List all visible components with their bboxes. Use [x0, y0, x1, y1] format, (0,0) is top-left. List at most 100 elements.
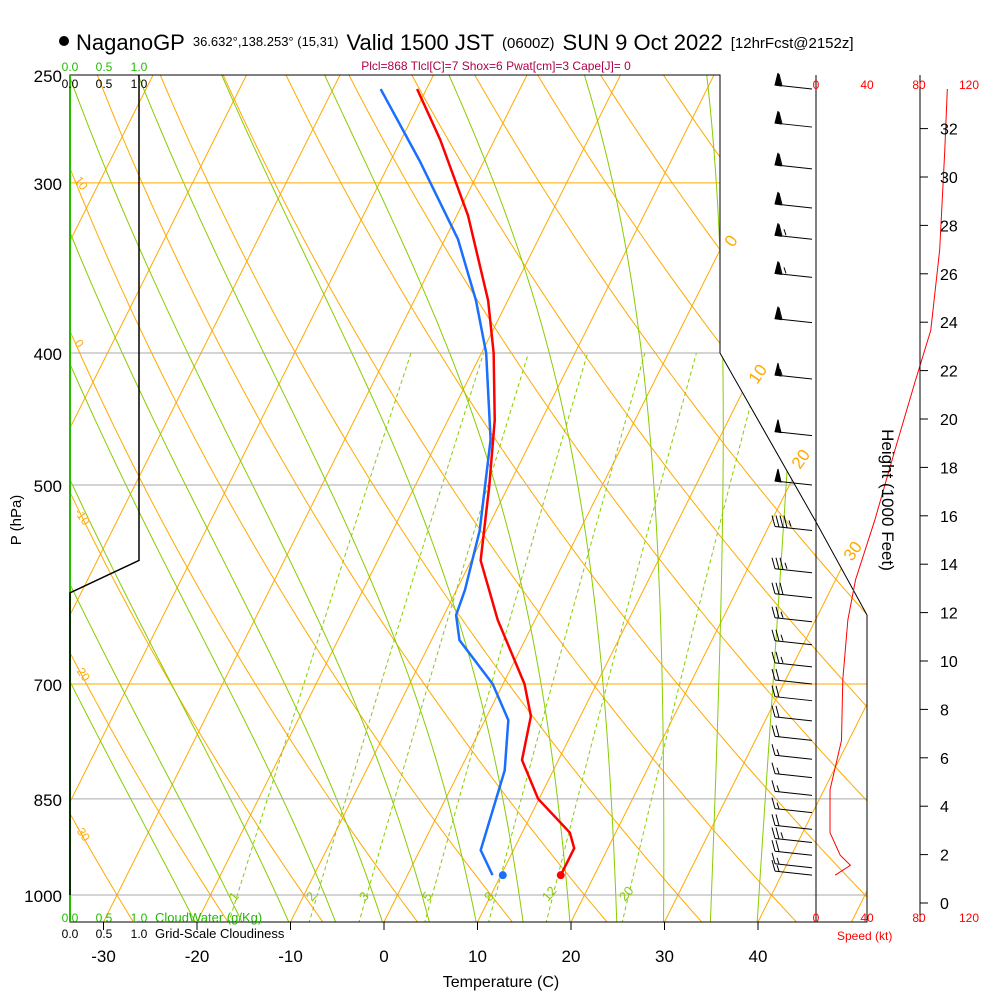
barb-feather [771, 797, 776, 809]
mixing-ratio-label: 3 [356, 889, 372, 904]
wind-barb [771, 606, 813, 623]
dry-adiabat [70, 75, 420, 922]
mixing-ratio-line [358, 352, 529, 922]
barb-half [788, 520, 792, 527]
cloudiness-tick-bottom: 0.0 [62, 927, 79, 941]
background-grid [70, 75, 867, 922]
height-tick-label: 20 [940, 412, 958, 429]
wind-barb [771, 762, 813, 779]
dry-adiabat [70, 75, 230, 922]
dry-adiabat [460, 75, 867, 922]
height-tick-label: 22 [940, 364, 958, 381]
wind-barb [771, 860, 813, 876]
wind-barb [774, 191, 813, 209]
mixing-ratio-line [423, 352, 589, 922]
barb-feather [771, 705, 776, 718]
barb-feather [771, 780, 776, 792]
isotherm [70, 75, 353, 922]
height-tick-label: 10 [940, 654, 958, 671]
x-tick-label: -20 [185, 947, 210, 966]
wind-barb [771, 827, 813, 843]
cloudiness-line [69, 75, 140, 895]
height-tick-label: 0 [940, 896, 949, 913]
height-tick-label: 8 [940, 702, 949, 719]
x-tick-label: -10 [278, 947, 303, 966]
x-tick-label: 30 [655, 947, 674, 966]
wind-barb [771, 744, 813, 760]
wind-barb [771, 629, 813, 646]
dry-adiabat [70, 75, 515, 922]
barb-feather [779, 515, 784, 528]
moist-adiabat [576, 75, 665, 922]
cloudiness-tick-bottom: 0.5 [96, 927, 113, 941]
speed-tick-label-bottom: 80 [912, 911, 926, 925]
barb-half [776, 785, 780, 792]
barb-feather [778, 307, 783, 320]
height-tick-label: 12 [940, 606, 958, 623]
barb-half [780, 832, 784, 839]
isotherm-label: 10 [745, 361, 771, 387]
barb-feather [775, 606, 780, 619]
barb-feather [771, 827, 776, 839]
adiabat-label: 10 [72, 174, 91, 193]
barb-feather [775, 557, 780, 570]
mixing-ratio-label: 12 [539, 883, 560, 904]
barb-staff [774, 568, 813, 574]
wind-barb [771, 852, 813, 869]
dry-adiabat [149, 75, 704, 922]
barb-half [776, 767, 780, 774]
speed-tick-label-bottom: 0 [813, 911, 820, 925]
isotherm [382, 75, 821, 922]
barb-staff [774, 696, 813, 702]
cloudwater-tick-bottom: 0.0 [62, 911, 79, 925]
x-tick-label: 10 [468, 947, 487, 966]
barb-pennant [774, 261, 782, 276]
x-tick-label: 40 [749, 947, 768, 966]
barb-feather [778, 262, 783, 275]
moist-adiabat [437, 75, 618, 922]
wind-barb [771, 651, 813, 668]
height-axis-label: Height (1000 Feet) [878, 429, 897, 571]
wind-barb [774, 468, 813, 486]
wind-barb [774, 152, 813, 170]
height-tick-label: 4 [940, 799, 949, 816]
barb-feather [771, 762, 776, 774]
barb-feather [783, 515, 788, 528]
barb-feather [775, 668, 780, 681]
speed-tick-label-bottom: 120 [959, 911, 979, 925]
barb-feather [771, 685, 776, 697]
x-tick-label: -30 [91, 947, 116, 966]
height-tick-label: 28 [940, 218, 958, 235]
wind-barb [771, 685, 813, 702]
barb-feather [778, 73, 783, 86]
moist-adiabat [70, 75, 291, 922]
barb-staff [774, 679, 813, 685]
surface-dew-dot [498, 871, 507, 880]
barb-feather [771, 668, 776, 681]
barb-pennant [774, 152, 782, 167]
isotherm [569, 75, 867, 922]
dry-adiabat [211, 75, 799, 922]
barb-feather [778, 192, 783, 205]
barb-staff [774, 526, 813, 532]
pressure-tick-label: 850 [34, 791, 62, 810]
dry-adiabat [274, 75, 867, 922]
x-axis-label: Temperature (C) [443, 974, 559, 991]
barb-feather [775, 814, 780, 826]
moist-adiabat [70, 75, 384, 922]
dry-adiabat [336, 75, 867, 922]
barb-staff [774, 863, 813, 869]
dry-adiabat [398, 75, 867, 922]
barb-half [780, 656, 784, 664]
barb-staff [774, 593, 813, 599]
barb-half [783, 267, 787, 274]
pressure-tick-label: 500 [34, 477, 62, 496]
barb-staff [774, 662, 813, 668]
speed-tick-label-bottom: 40 [860, 911, 874, 925]
mixing-ratio-line [308, 352, 485, 922]
plot-frame [69, 74, 868, 923]
isotherm [70, 75, 166, 922]
pressure-tick-label: 1000 [24, 887, 62, 906]
